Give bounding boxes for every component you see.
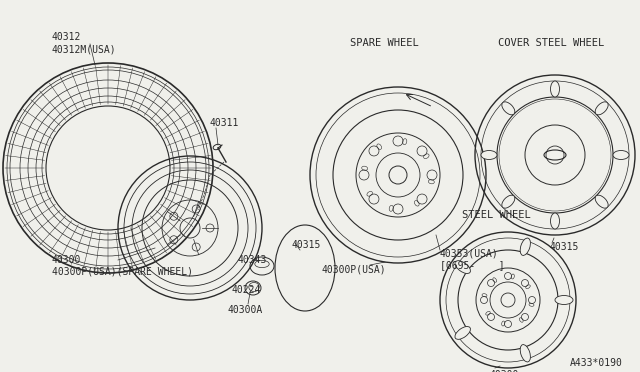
Ellipse shape	[455, 327, 470, 339]
Text: 40312: 40312	[52, 32, 81, 42]
Ellipse shape	[520, 238, 531, 256]
Ellipse shape	[502, 195, 515, 208]
Text: 40312M(USA): 40312M(USA)	[52, 44, 116, 54]
Text: COVER STEEL WHEEL: COVER STEEL WHEEL	[498, 38, 604, 48]
Text: 40300: 40300	[490, 370, 520, 372]
Text: 40300P(USA)(SPARE WHEEL): 40300P(USA)(SPARE WHEEL)	[52, 267, 193, 277]
Text: 40311: 40311	[210, 118, 239, 128]
Text: 40300: 40300	[52, 255, 81, 265]
Text: A433*0190: A433*0190	[570, 358, 623, 368]
Text: STEEL WHEEL: STEEL WHEEL	[462, 210, 531, 220]
Text: 40315: 40315	[292, 240, 321, 250]
Text: 40224: 40224	[232, 285, 261, 295]
Text: SPARE WHEEL: SPARE WHEEL	[350, 38, 419, 48]
Ellipse shape	[481, 151, 497, 160]
Ellipse shape	[595, 102, 608, 115]
Ellipse shape	[613, 151, 629, 160]
Ellipse shape	[550, 213, 559, 229]
Text: 40343: 40343	[238, 255, 268, 265]
Ellipse shape	[455, 261, 470, 273]
Ellipse shape	[550, 81, 559, 97]
Ellipse shape	[595, 195, 608, 208]
Text: 40353(USA): 40353(USA)	[440, 248, 499, 258]
Ellipse shape	[555, 295, 573, 305]
Ellipse shape	[520, 344, 531, 362]
Text: 40315: 40315	[550, 242, 579, 252]
Text: 40300A: 40300A	[228, 305, 263, 315]
Text: [0695-    ]: [0695- ]	[440, 260, 504, 270]
Text: 40300P(USA): 40300P(USA)	[322, 265, 387, 275]
Ellipse shape	[502, 102, 515, 115]
